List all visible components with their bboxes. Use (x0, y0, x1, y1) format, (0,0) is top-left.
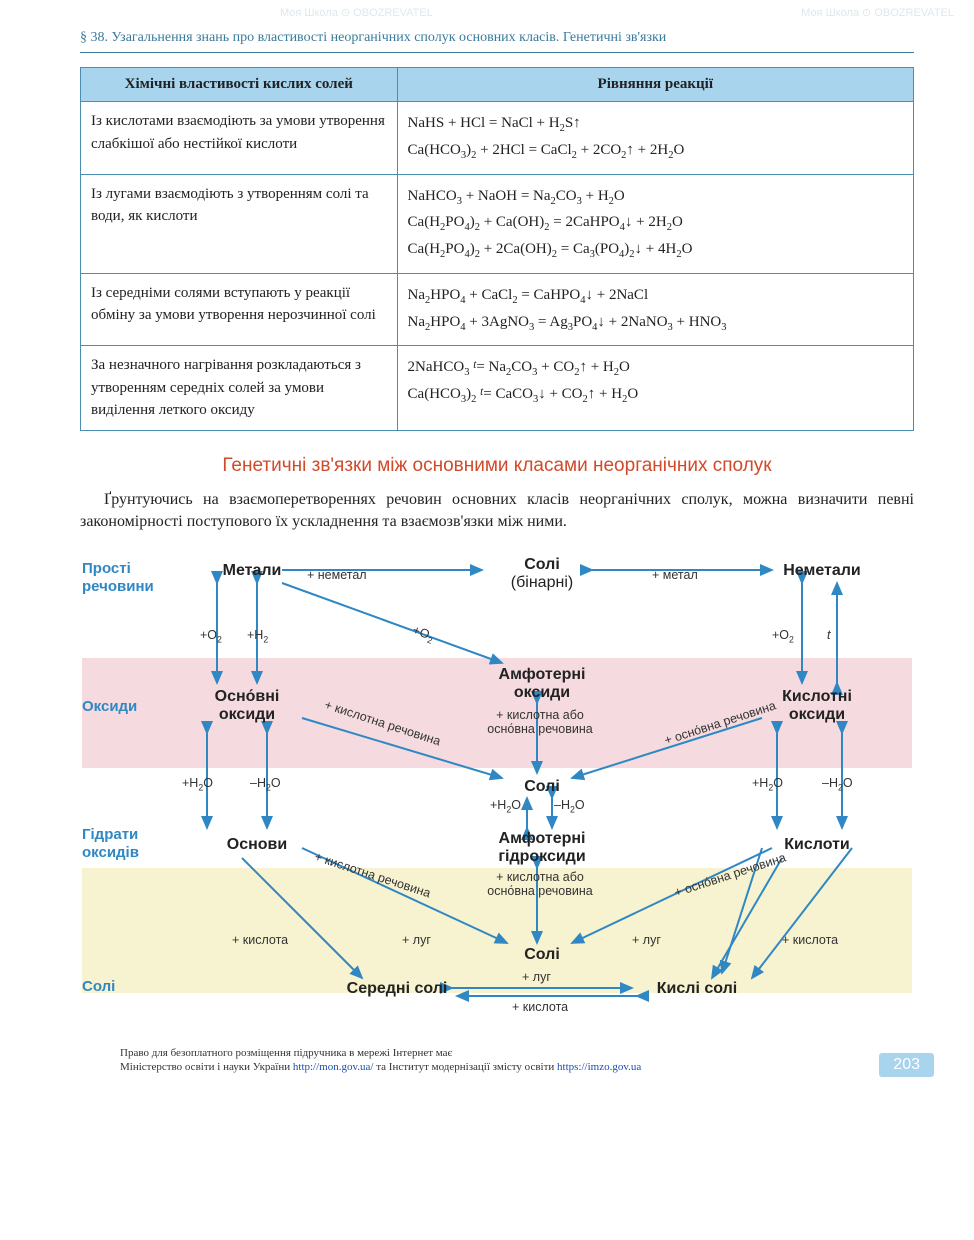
genetic-links-diagram: Простіречовини Оксиди Гідратиоксидів Солі Ме… (82, 548, 912, 1028)
edge-label: t (827, 628, 830, 642)
footer-line-2-pre: Міністерство освіти і науки України (120, 1061, 293, 1073)
equation: NaHS + HCl = NaCl + H2S↑ (408, 112, 903, 137)
edge-label: + кислотна або осно́вна речовина (480, 708, 600, 737)
node-salts-mid: Солі (512, 778, 572, 796)
table-row: Із лугами взаємодіють з утворенням солі … (81, 174, 914, 273)
edge-label: –H2O (250, 776, 281, 793)
property-cell: Із лугами взаємодіють з утворенням солі … (81, 174, 398, 273)
footer-link-1[interactable]: http://mon.gov.ua/ (293, 1061, 374, 1073)
equation: Na2HPO4 + 3AgNO3 = Ag3PO4↓ + 2NaNO3 + HN… (408, 311, 903, 336)
edge-label: +O2 (410, 622, 436, 645)
equation: 2NaHCO3 t= Na2CO3 + CO2↑ + H2O (408, 356, 903, 381)
edge-label: –H2O (554, 798, 585, 815)
equations-cell: NaHS + HCl = NaCl + H2S↑Ca(HCO3)2 + 2HCl… (397, 102, 913, 175)
edge-label: +H2 (247, 628, 268, 645)
edge-label: + метал (652, 568, 698, 582)
node-metals: Метали (212, 562, 292, 580)
node-acid-ox: Кислотні оксиди (762, 688, 872, 725)
row-label: Простіречовини (82, 560, 172, 596)
footer-line-1: Право для безоплатного розміщення підруч… (120, 1047, 452, 1059)
edge-label: + луг (522, 970, 551, 984)
node-avg-salts: Середні солі (332, 980, 462, 998)
row-label: Солі (82, 978, 172, 996)
watermark: Моя Школа ⊙ OBOZREVATEL (280, 6, 433, 19)
node-salts-bin: Солі(бінарні) (492, 556, 592, 593)
node-nonmetals: Неметали (772, 562, 872, 580)
equation: Ca(H2PO4)2 + Ca(OH)2 = 2CaHPO4↓ + 2H2O (408, 211, 903, 236)
subtitle: Генетичні зв'язки між основними класами … (80, 455, 914, 477)
equation: Ca(H2PO4)2 + 2Ca(OH)2 = Ca3(PO4)2↓ + 4H2… (408, 238, 903, 263)
edge-label: + неметал (307, 568, 367, 582)
row-label: Гідратиоксидів (82, 826, 172, 862)
node-acid-salts: Кислі солі (642, 980, 752, 998)
edge-label: + луг (402, 933, 431, 947)
edge-label: +H2O (182, 776, 213, 793)
watermark: Моя Школа ⊙ OBOZREVATEL (801, 6, 954, 19)
edge-label: –H2O (822, 776, 853, 793)
property-cell: Із кислотами взаємодіють за умови утворе… (81, 102, 398, 175)
node-amph-hyd: Амфотерні гідроксиди (477, 830, 607, 867)
properties-table: Хімічні властивості кислих солей Рівнянн… (80, 67, 914, 431)
edge-label: +O2 (200, 628, 222, 645)
edge-label: + кислота (782, 933, 838, 947)
node-bases: Основи (212, 836, 302, 854)
edge-label: +H2O (490, 798, 521, 815)
edge-label: + луг (632, 933, 661, 947)
equation: Ca(HCO3)2 + 2HCl = CaCl2 + 2CO2↑ + 2H2O (408, 139, 903, 164)
page-number: 203 (879, 1053, 934, 1077)
equation: Ca(HCO3)2 t= CaCO3↓ + CO2↑ + H2O (408, 383, 903, 408)
intro-paragraph: Ґрунтуючись на взаємоперетвореннях речов… (80, 489, 914, 534)
equations-cell: Na2HPO4 + CaCl2 = CaHPO4↓ + 2NaClNa2HPO4… (397, 273, 913, 346)
equation: NaHCO3 + NaOH = Na2CO3 + H2O (408, 185, 903, 210)
node-amph-ox: Амфотерні оксиди (482, 666, 602, 703)
edge-label: + кислота (512, 1000, 568, 1014)
row-label: Оксиди (82, 698, 172, 716)
equations-cell: NaHCO3 + NaOH = Na2CO3 + H2OCa(H2PO4)2 +… (397, 174, 913, 273)
col-header-equations: Рівняння реакції (397, 68, 913, 102)
edge-label: + кислотна або осно́вна речовина (480, 870, 600, 899)
equation: Na2HPO4 + CaCl2 = CaHPO4↓ + 2NaCl (408, 284, 903, 309)
edge-label: +H2O (752, 776, 783, 793)
table-row: За незначного нагрівання розкладаються з… (81, 346, 914, 431)
node-salts-low: Солі (512, 946, 572, 964)
equations-cell: 2NaHCO3 t= Na2CO3 + CO2↑ + H2OCa(HCO3)2 … (397, 346, 913, 431)
section-header: § 38. Узагальнення знань про властивості… (80, 30, 914, 53)
footer-line-2-mid: та Інститут модернізації змісту освіти (376, 1061, 557, 1073)
node-acids: Кислоти (772, 836, 862, 854)
edge-label: +O2 (772, 628, 794, 645)
edge-label: + кислота (232, 933, 288, 947)
table-row: Із кислотами взаємодіють за умови утворе… (81, 102, 914, 175)
footer-link-2[interactable]: https://imzo.gov.ua (557, 1061, 641, 1073)
node-basic-ox: Осно́вні оксиди (192, 688, 302, 725)
property-cell: За незначного нагрівання розкладаються з… (81, 346, 398, 431)
footer: Право для безоплатного розміщення підруч… (80, 1046, 914, 1076)
property-cell: Із середніми солями вступають у реакції … (81, 273, 398, 346)
table-row: Із середніми солями вступають у реакції … (81, 273, 914, 346)
col-header-properties: Хімічні властивості кислих солей (81, 68, 398, 102)
